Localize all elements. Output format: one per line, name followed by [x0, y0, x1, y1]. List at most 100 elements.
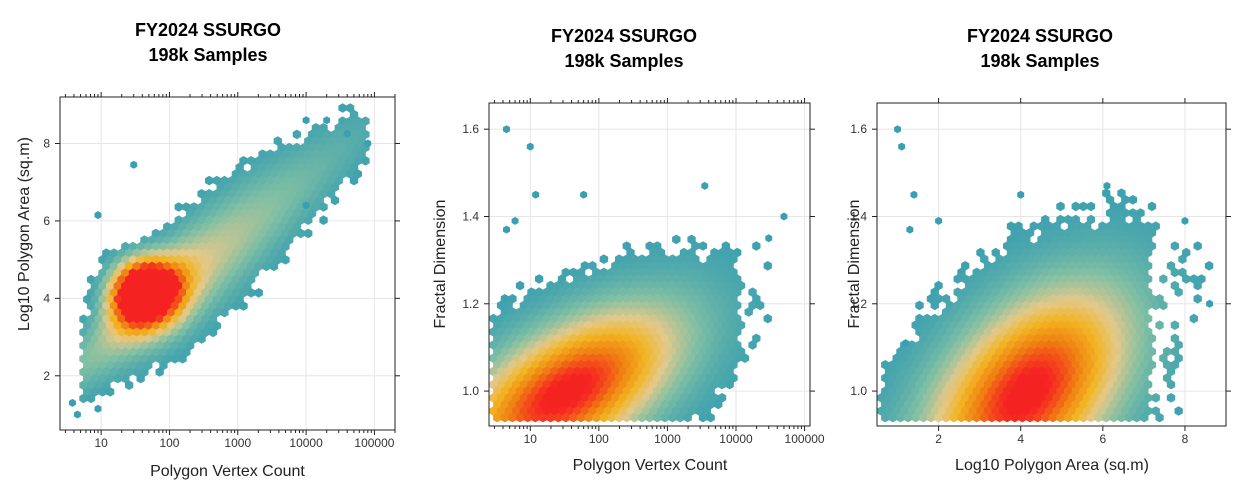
hex-cell — [247, 288, 256, 298]
hex-cell — [656, 300, 666, 311]
hex-cell — [892, 393, 901, 403]
chart-panel-1: FY2024 SSURGO 198k Samples 10 100 1000 1000… — [0, 0, 416, 500]
hex-cell — [622, 280, 631, 291]
hex-cell — [109, 314, 119, 324]
hex-cell — [201, 327, 210, 338]
hex-cell — [1067, 393, 1077, 403]
hex-cell — [668, 412, 677, 423]
hex-cell — [1006, 353, 1016, 363]
hex-cell — [995, 294, 1004, 304]
hex-cell — [1060, 234, 1069, 245]
hex-cell — [151, 347, 160, 357]
hex-cell — [285, 222, 294, 232]
hex-cell — [1102, 254, 1111, 264]
hex-cell — [136, 321, 145, 331]
hex-cell — [182, 202, 191, 212]
hex-cell — [576, 373, 586, 383]
hex-cell — [239, 208, 248, 219]
hex-cell — [672, 353, 681, 363]
hex-cell — [991, 393, 1000, 403]
hex-cell — [247, 261, 256, 272]
hex-cell — [216, 261, 225, 272]
hex-cell — [212, 228, 221, 239]
hex-cell — [1029, 353, 1038, 363]
hex-cell — [98, 334, 107, 344]
hex-cell — [896, 412, 905, 423]
hex-cell — [919, 386, 928, 396]
hex-cell — [182, 268, 191, 278]
hex-cell — [508, 333, 517, 344]
hex-cell — [683, 399, 692, 410]
hex-cell — [166, 334, 176, 344]
hex-cell — [220, 228, 229, 239]
hex-cell — [630, 320, 639, 330]
hex-cell — [687, 287, 696, 297]
hex-cell — [668, 307, 677, 317]
hex-cell — [193, 327, 202, 338]
hex-cell — [1189, 274, 1198, 284]
hex-cell — [611, 300, 620, 311]
hex-cell — [201, 261, 210, 272]
hex-cell — [1056, 214, 1065, 225]
hex-cell — [515, 360, 525, 370]
hex-cell — [1018, 320, 1027, 330]
x-tick-label: 1000 — [654, 432, 681, 446]
hexbin-plot: 2 4 6 81.01.21.41.6 — [850, 98, 1231, 446]
x-tick-label: 100000 — [354, 436, 394, 450]
hex-cell — [599, 254, 609, 264]
hex-cell — [1117, 267, 1126, 278]
hex-cell — [281, 228, 290, 239]
hex-cell — [877, 406, 886, 416]
hex-cell — [911, 320, 920, 330]
hex-cell — [220, 268, 229, 278]
hex-cell — [144, 360, 153, 371]
hex-cell — [987, 373, 997, 383]
hex-cell — [128, 255, 138, 265]
hex-cell — [205, 255, 214, 265]
hex-cell — [634, 313, 643, 324]
hex-cell — [926, 360, 936, 370]
hex-cell — [611, 353, 620, 363]
y-tick-label: 6 — [43, 214, 50, 228]
hex-cell — [554, 280, 563, 291]
hex-cell — [269, 208, 279, 219]
hex-cell — [1128, 274, 1138, 284]
hex-cell — [1132, 346, 1141, 357]
hex-cell — [1124, 280, 1134, 291]
hex-cell — [714, 333, 723, 344]
hex-cell — [987, 386, 997, 396]
hex-cell — [972, 320, 981, 330]
hex-cell — [1140, 228, 1149, 238]
hex-cell — [672, 406, 681, 416]
hex-cell — [1014, 234, 1023, 245]
hex-cell — [634, 353, 643, 363]
hex-cell — [174, 347, 183, 357]
hex-cell — [1048, 386, 1057, 396]
hex-cell — [346, 116, 355, 126]
hex-cell — [976, 366, 985, 377]
hex-cell — [1136, 327, 1145, 337]
hex-cell — [489, 393, 498, 403]
hex-cell — [334, 123, 343, 133]
hex-cell — [637, 320, 647, 330]
hex-cell — [1071, 294, 1080, 304]
hex-cell — [980, 333, 989, 344]
hex-cell — [557, 287, 567, 297]
hex-cell — [327, 189, 336, 199]
hex-cell — [1102, 228, 1111, 238]
hex-cell — [277, 142, 286, 153]
outlier-point — [323, 116, 331, 125]
hex-cell — [102, 274, 111, 285]
hex-cell — [147, 261, 157, 272]
hex-cell — [311, 162, 321, 173]
hex-cell — [592, 386, 601, 396]
hex-cell — [995, 254, 1004, 264]
hex-cell — [1113, 261, 1122, 271]
outlier-points — [503, 125, 788, 243]
hex-cell — [729, 373, 738, 383]
hex-cell — [637, 267, 647, 278]
hex-cell — [1102, 280, 1111, 291]
hex-cell — [1094, 254, 1103, 264]
hex-cell — [353, 156, 362, 166]
hex-cell — [1003, 320, 1012, 330]
